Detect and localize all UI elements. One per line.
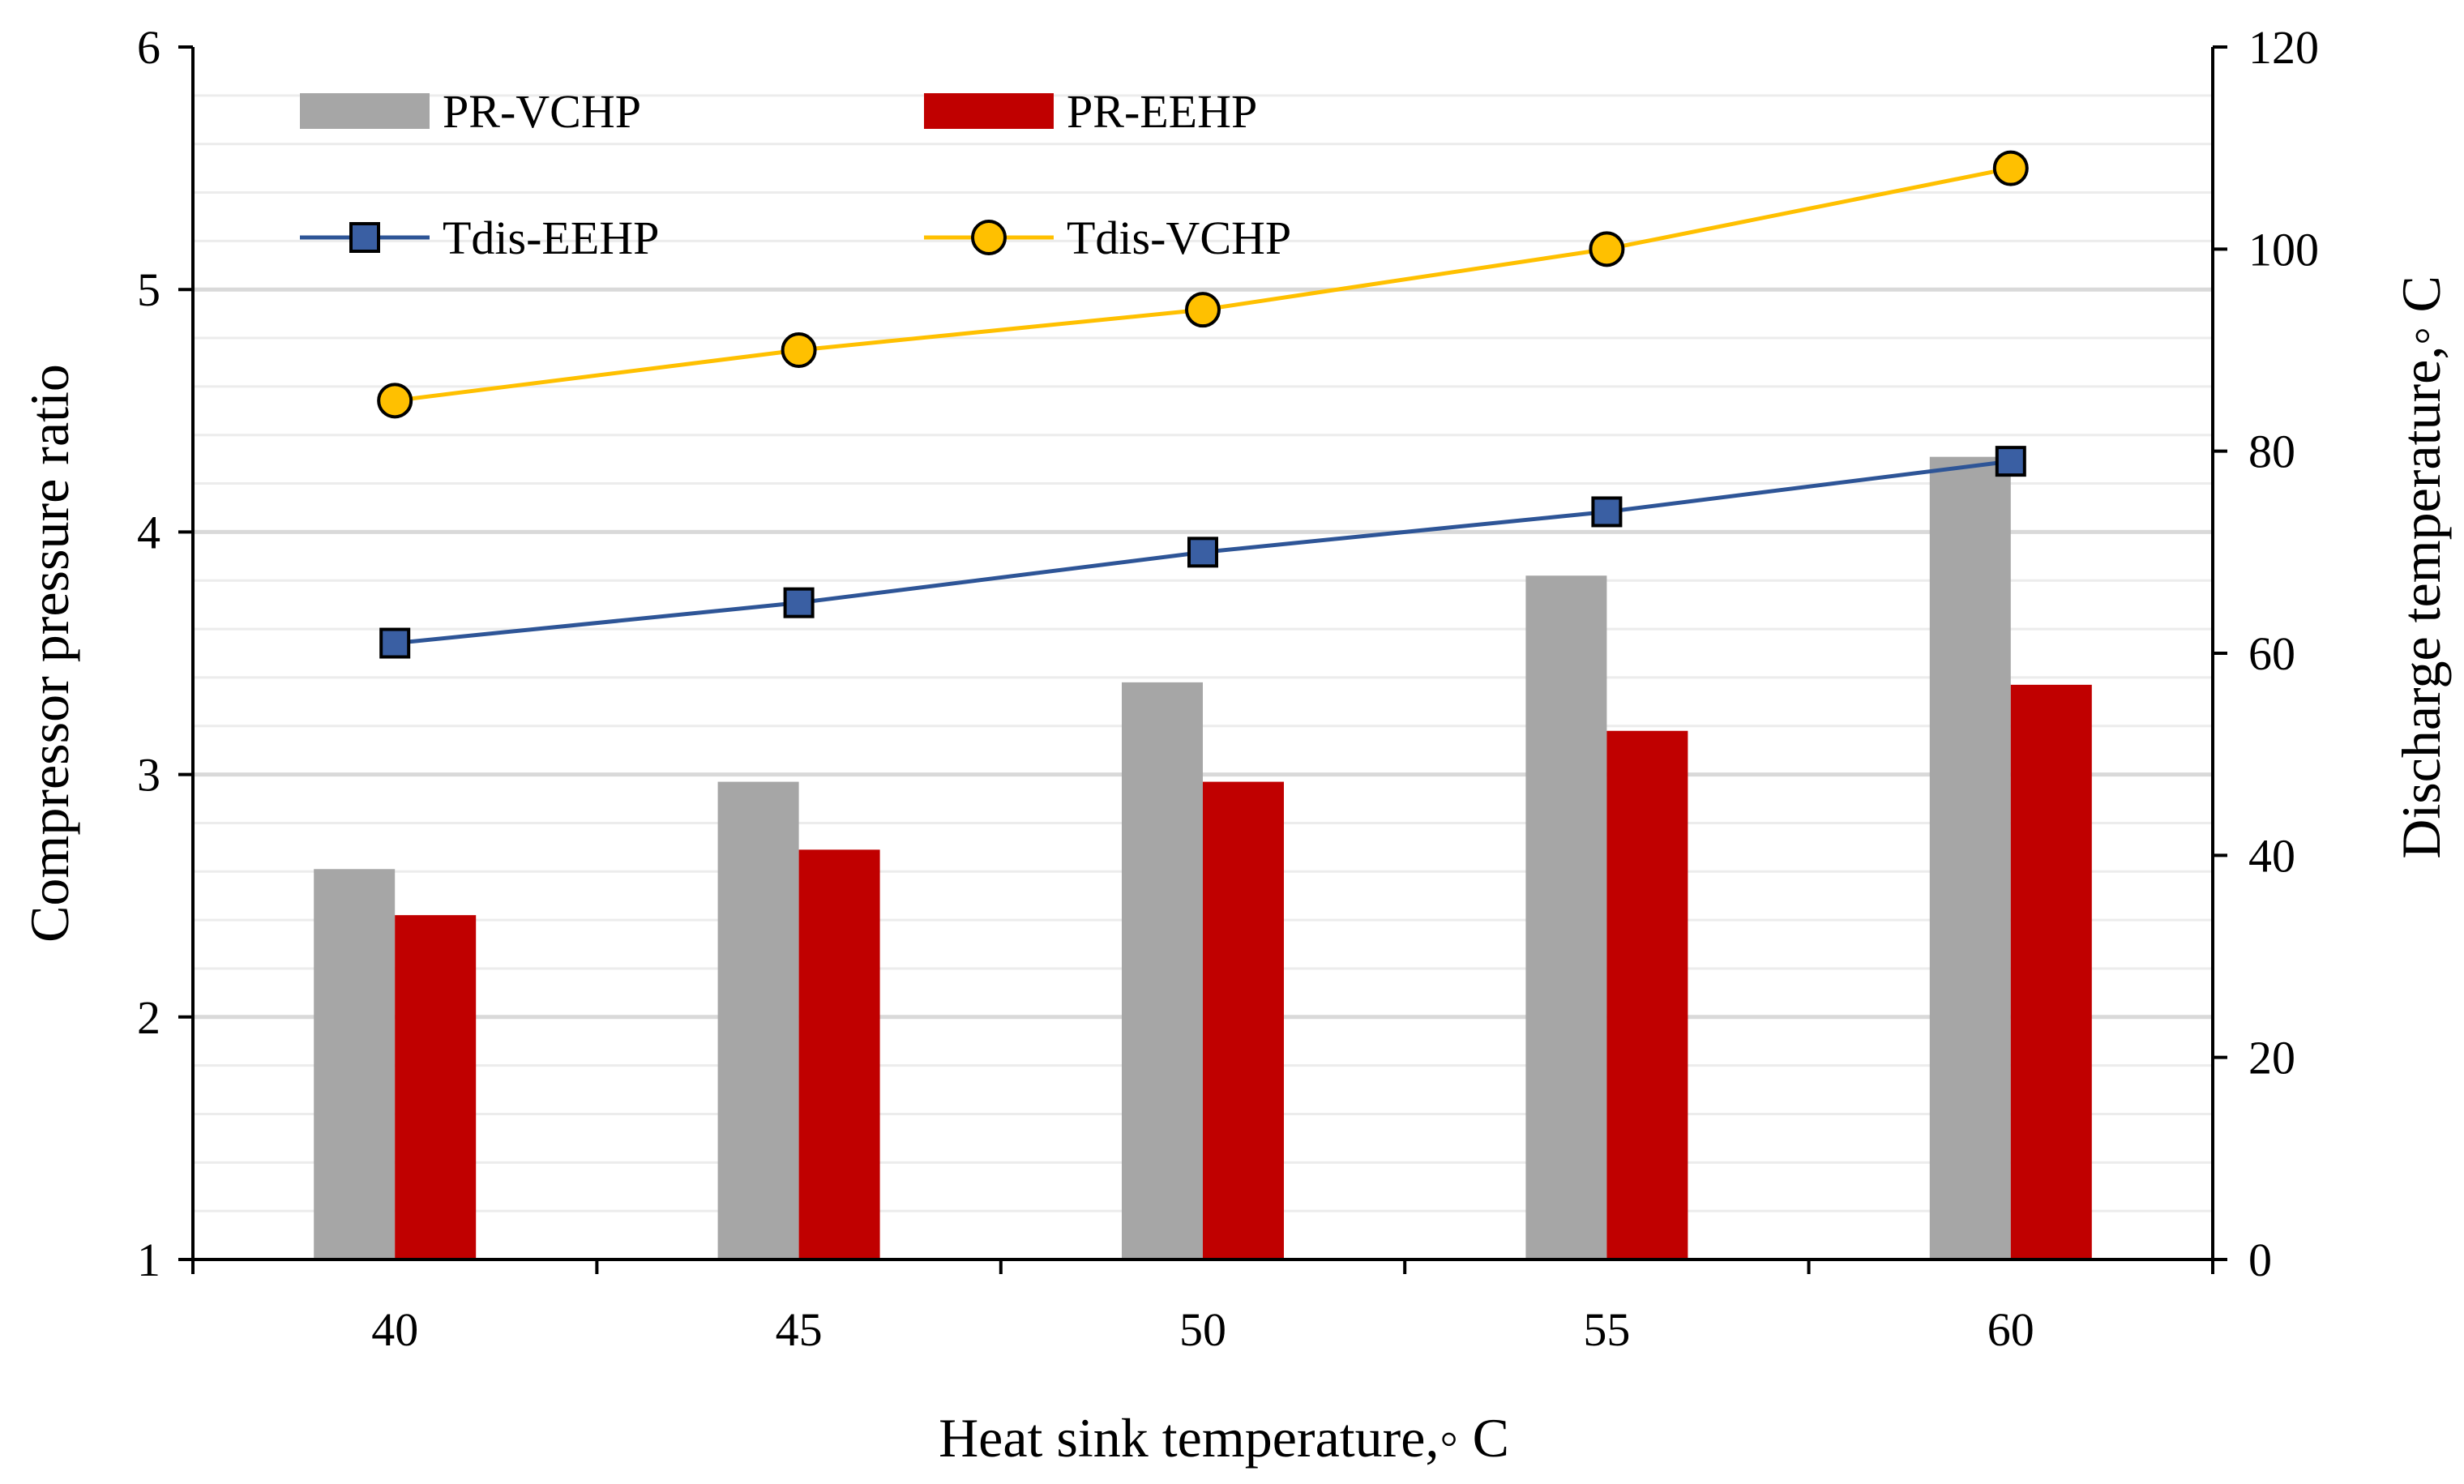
legend-marker (971, 220, 1007, 255)
legend-item-tdis-vchp: Tdis-VCHP (924, 212, 1291, 264)
right-tick-label: 60 (2248, 627, 2295, 680)
left-tick-label: 5 (137, 263, 160, 316)
marker-tdis-eehp (783, 587, 815, 618)
legend-swatch (924, 93, 1054, 129)
bar-pr-vchp (314, 869, 396, 1259)
marker-tdis-vchp (781, 332, 817, 368)
right-axis-title: Discharge temperature,◦ C (2390, 276, 2452, 859)
x-axis-title: Heat sink temperature,◦ C (939, 1407, 1509, 1469)
right-tick-label: 120 (2248, 21, 2319, 74)
bar-pr-eehp (798, 849, 880, 1259)
left-tick-label: 2 (137, 991, 160, 1044)
bar-pr-eehp (1606, 730, 1688, 1259)
left-tick-label: 1 (137, 1234, 160, 1286)
marker-tdis-eehp (1187, 537, 1218, 568)
x-tick-label: 40 (371, 1303, 418, 1356)
bar-pr-vchp (717, 781, 799, 1259)
legend-label: Tdis-EEHP (443, 212, 659, 264)
bar-pr-vchp (1525, 575, 1607, 1259)
left-tick-label: 6 (137, 21, 160, 74)
left-tick-label: 3 (137, 749, 160, 802)
marker-tdis-vchp (1185, 292, 1221, 328)
legend-swatch (300, 93, 430, 129)
bar-pr-eehp (1203, 781, 1284, 1259)
bar-pr-vchp (1122, 682, 1203, 1259)
right-tick-label: 100 (2248, 223, 2319, 276)
bar-pr-eehp (2010, 684, 2092, 1259)
bar-pr-vchp (1929, 456, 2011, 1259)
legend-item-tdis-eehp: Tdis-EEHP (300, 212, 659, 264)
x-tick-label: 60 (1987, 1303, 2034, 1356)
bar-pr-eehp (395, 915, 477, 1259)
x-tick-label: 50 (1179, 1303, 1226, 1356)
marker-tdis-vchp (1589, 231, 1625, 267)
x-tick-label: 55 (1583, 1303, 1630, 1356)
x-tick-label: 45 (776, 1303, 823, 1356)
left-tick-label: 4 (137, 506, 160, 558)
legend-item-pr-eehp: PR-EEHP (924, 85, 1257, 138)
legend-label: PR-VCHP (443, 85, 641, 138)
legend-item-pr-vchp: PR-VCHP (300, 85, 641, 138)
legend-label: PR-EEHP (1067, 85, 1257, 138)
marker-tdis-eehp (1995, 446, 2026, 477)
legend-marker (349, 222, 380, 253)
right-tick-label: 80 (2248, 426, 2295, 478)
legend-label: Tdis-VCHP (1067, 212, 1291, 264)
left-axis-title: Compressor pressure ratio (19, 364, 80, 943)
marker-tdis-vchp (1992, 150, 2029, 186)
marker-tdis-eehp (1591, 496, 1623, 528)
right-tick-label: 40 (2248, 829, 2295, 882)
right-tick-label: 20 (2248, 1032, 2295, 1084)
marker-tdis-eehp (379, 627, 411, 659)
marker-tdis-vchp (377, 383, 413, 419)
right-tick-label: 0 (2248, 1234, 2272, 1286)
